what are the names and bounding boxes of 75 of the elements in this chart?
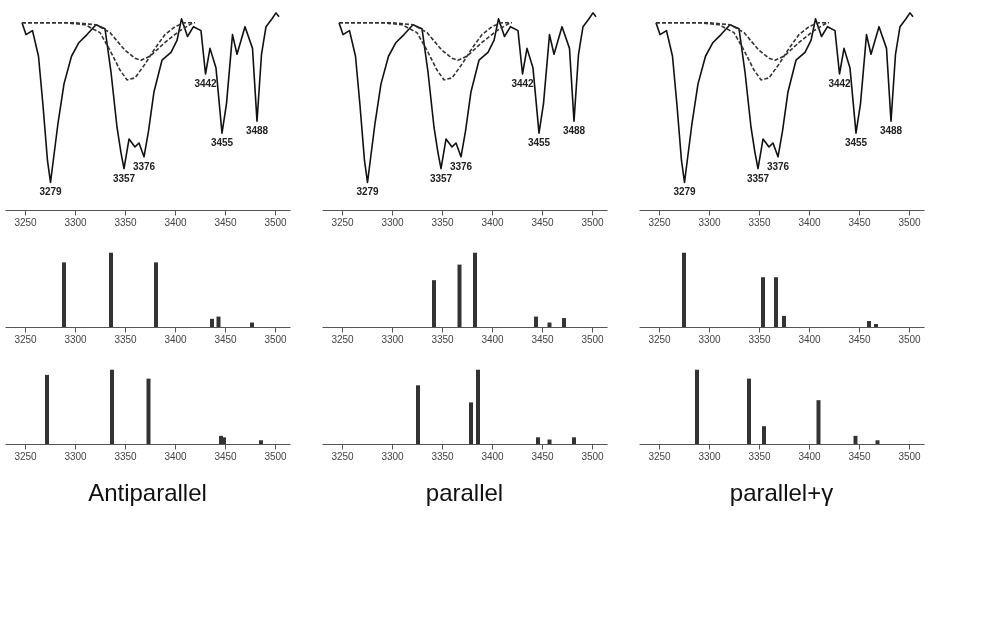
x-tick-label: 3500 (898, 216, 922, 228)
x-tick-label: 3250 (14, 450, 38, 462)
annotation: 3357 (112, 172, 136, 184)
x-tick-label: 3450 (531, 216, 555, 228)
x-tick-label: 3400 (798, 216, 822, 228)
annotation: 3488 (879, 125, 903, 137)
annotation: 3488 (562, 125, 586, 137)
x-tick-label: 3450 (848, 450, 872, 462)
x-tick-label: 3400 (164, 333, 188, 345)
x-tick-label: 3250 (331, 216, 355, 228)
x-tick-label: 3300 (64, 333, 88, 345)
annotation: 3442 (511, 77, 535, 89)
annotation: 3279 (39, 186, 63, 198)
x-tick-label: 3500 (264, 216, 288, 228)
x-tick-label: 3350 (748, 216, 772, 228)
annotation: 3376 (766, 160, 790, 172)
x-tick-label: 3500 (898, 450, 922, 462)
x-tick-label: 3350 (748, 333, 772, 345)
x-tick-label: 3250 (331, 333, 355, 345)
x-tick-label: 3350 (114, 216, 138, 228)
x-tick-label: 3500 (898, 333, 922, 345)
annotation: 3279 (673, 186, 697, 198)
x-tick-label: 3500 (581, 216, 605, 228)
x-tick-label: 3500 (264, 450, 288, 462)
x-tick-label: 3400 (798, 450, 822, 462)
x-tick-label: 3350 (431, 450, 455, 462)
x-tick-label: 3400 (798, 333, 822, 345)
x-tick-label: 3250 (14, 216, 38, 228)
x-tick-label: 3250 (648, 216, 672, 228)
text: parallel+γ (729, 479, 834, 506)
x-tick-label: 3250 (648, 450, 672, 462)
x-tick-label: 3400 (164, 450, 188, 462)
annotation: 3376 (132, 160, 156, 172)
x-tick-label: 3500 (581, 450, 605, 462)
x-tick-label: 3450 (214, 216, 238, 228)
x-tick-label: 3250 (648, 333, 672, 345)
x-tick-label: 3400 (164, 216, 188, 228)
annotation: 3455 (844, 137, 868, 149)
annotation: 3357 (429, 172, 453, 184)
x-tick-label: 3450 (531, 450, 555, 462)
x-tick-label: 3500 (581, 333, 605, 345)
x-tick-label: 3450 (848, 216, 872, 228)
annotation: 3279 (356, 186, 380, 198)
x-tick-label: 3300 (381, 333, 405, 345)
annotation: 3442 (828, 77, 852, 89)
x-tick-label: 3300 (698, 450, 722, 462)
x-tick-label: 3300 (381, 216, 405, 228)
x-tick-label: 3350 (114, 333, 138, 345)
x-tick-label: 3250 (331, 450, 355, 462)
x-tick-label: 3450 (531, 333, 555, 345)
x-tick-label: 3300 (64, 216, 88, 228)
x-tick-label: 3400 (481, 216, 505, 228)
annotation: 3442 (194, 77, 218, 89)
x-tick-label: 3300 (381, 450, 405, 462)
x-tick-label: 3350 (431, 216, 455, 228)
text: Antiparallel (88, 479, 207, 506)
x-tick-label: 3500 (264, 333, 288, 345)
x-tick-label: 3350 (431, 333, 455, 345)
x-tick-label: 3450 (214, 450, 238, 462)
x-tick-label: 3400 (481, 333, 505, 345)
x-tick-label: 3350 (114, 450, 138, 462)
annotation: 3488 (245, 125, 269, 137)
x-tick-label: 3350 (748, 450, 772, 462)
annotation: 3455 (527, 137, 551, 149)
x-tick-label: 3300 (698, 333, 722, 345)
annotation: 3357 (746, 172, 770, 184)
x-tick-label: 3300 (698, 216, 722, 228)
x-tick-label: 3400 (481, 450, 505, 462)
annotation: 3455 (210, 137, 234, 149)
x-tick-label: 3250 (14, 333, 38, 345)
x-tick-label: 3450 (214, 333, 238, 345)
x-tick-label: 3300 (64, 450, 88, 462)
annotation: 3376 (449, 160, 473, 172)
text: parallel (425, 479, 504, 506)
x-tick-label: 3450 (848, 333, 872, 345)
